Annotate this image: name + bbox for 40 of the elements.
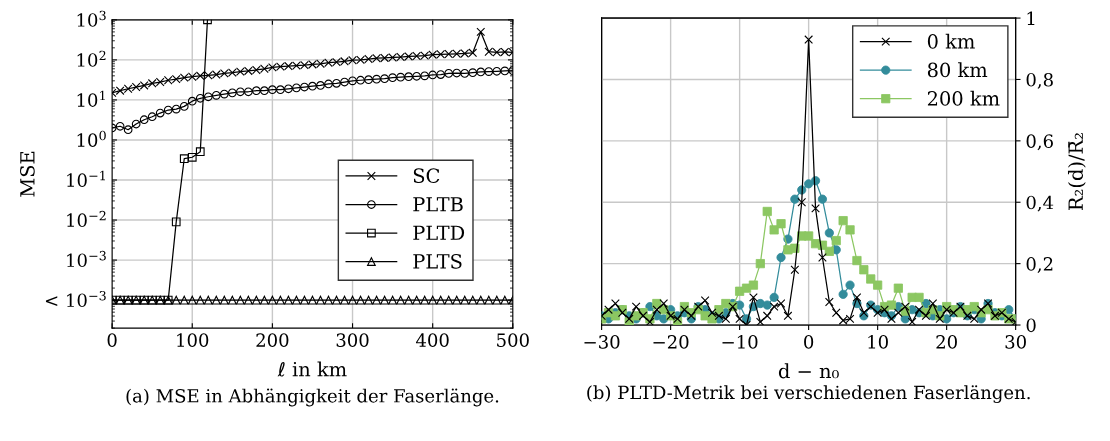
x-tick-label: −30 bbox=[584, 335, 620, 349]
x-tick-label: −20 bbox=[653, 335, 689, 349]
y2-tick-label: 0,4 bbox=[1026, 195, 1054, 212]
y-axis-title: MSE bbox=[20, 151, 35, 197]
y-tick-label: 10$^{−2}$ bbox=[67, 210, 106, 228]
x-tick-label: 100 bbox=[177, 333, 209, 347]
y2-tick-label: 0 bbox=[1026, 318, 1036, 333]
x-tick-label: −10 bbox=[722, 335, 758, 349]
x-axis-title: d − n₀ bbox=[778, 363, 839, 379]
y-tick-label: < 10$^{−3}$ bbox=[45, 290, 106, 308]
legend-label: SC bbox=[413, 168, 440, 184]
x-tick-label: 0 bbox=[804, 335, 814, 349]
x-tick-label: 30 bbox=[1005, 335, 1026, 349]
y2-tick-label: 1 bbox=[1027, 11, 1035, 25]
x-tick-label: 10 bbox=[868, 335, 888, 349]
legend-label: 0 km bbox=[927, 33, 975, 49]
y-tick-label: 10$^{−3}$ bbox=[67, 250, 106, 268]
x-axis-title: ℓ in km bbox=[277, 361, 347, 377]
y-tick-label: 10$^{3}$ bbox=[77, 10, 106, 27]
x-tick-label: 0 bbox=[107, 333, 117, 347]
x-tick-label: 20 bbox=[936, 335, 957, 349]
y-tick-label: 10$^{−1}$ bbox=[67, 170, 105, 187]
legend-label: 80 km bbox=[927, 62, 988, 78]
legend-label: PLTD bbox=[413, 225, 465, 240]
legend-label: PLTS bbox=[413, 253, 462, 269]
y2-tick-label: 0,8 bbox=[1026, 72, 1053, 89]
x-tick-label: 400 bbox=[416, 333, 449, 347]
y2-axis-title: R₂(d)/R̄₂ bbox=[1067, 133, 1086, 210]
x-tick-label: 200 bbox=[256, 333, 289, 347]
y-tick-label: 10$^{2}$ bbox=[77, 50, 106, 67]
y2-tick-label: 0,6 bbox=[1026, 134, 1053, 151]
legend-label: PLTB bbox=[413, 197, 463, 212]
y2-tick-label: 0,2 bbox=[1026, 257, 1053, 273]
x-tick-label: 300 bbox=[336, 333, 369, 347]
y-tick-label: 10$^{1}$ bbox=[77, 90, 105, 107]
y-tick-label: 10$^{0}$ bbox=[77, 130, 106, 147]
x-tick-label: 500 bbox=[497, 333, 529, 347]
text: (b) PLTD-Metrik bei verschiedenen Faserlängen. bbox=[587, 385, 1030, 403]
text: (a) MSE in Abhängigkeit der Faserlänge. bbox=[126, 388, 499, 407]
legend-label: 200 km bbox=[927, 90, 1000, 106]
